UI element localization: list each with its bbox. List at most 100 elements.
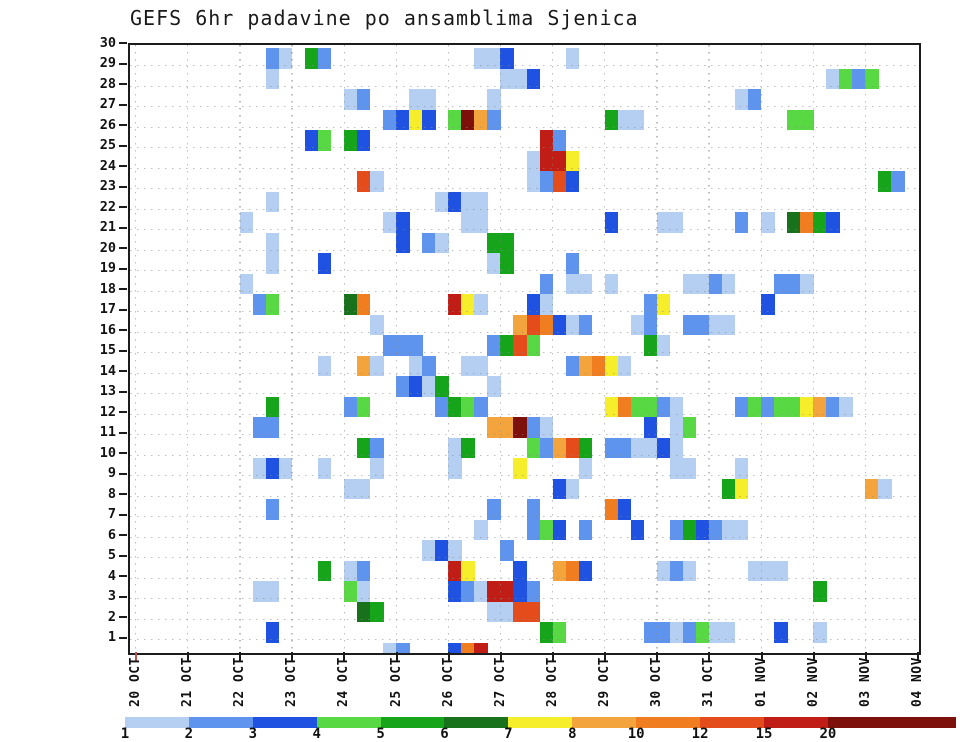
heatmap-cell [474, 191, 488, 212]
heatmap-cell [239, 273, 254, 294]
heatmap-cell [682, 560, 697, 581]
heatmap-cell [344, 478, 358, 499]
heatmap-cell [617, 355, 632, 376]
heatmap-cell [630, 314, 645, 335]
heatmap-cell [422, 89, 436, 110]
colorbar-label: 20 [819, 726, 837, 742]
heatmap-cell [513, 581, 527, 602]
heatmap-cell [474, 48, 488, 69]
heatmap-cell [422, 376, 436, 397]
heatmap-cell [461, 355, 475, 376]
y-axis-tick [119, 554, 127, 557]
y-axis-tick [119, 165, 127, 167]
heatmap-cell [604, 437, 619, 458]
colorbar-label: 5 [376, 726, 385, 742]
heatmap-cell [761, 396, 775, 417]
heatmap-cell [474, 396, 488, 417]
heatmap-cell [448, 109, 462, 130]
heatmap-cell [878, 478, 892, 499]
y-axis-tick [119, 226, 127, 229]
heatmap-cell [409, 376, 423, 397]
heatmap-cell [578, 560, 593, 581]
heatmap-cell [526, 314, 540, 335]
y-axis-member-label: 18 [99, 280, 116, 297]
colorbar-label: 3 [248, 726, 258, 742]
vertical-gridline [864, 45, 867, 653]
heatmap-cell [578, 437, 593, 458]
heatmap-cell [800, 396, 814, 417]
x-axis-date-label: 04 NOV [909, 657, 925, 707]
heatmap-cell [669, 560, 684, 581]
heatmap-cell [357, 355, 371, 376]
heatmap-cell [357, 294, 371, 315]
y-axis-tick [119, 411, 127, 413]
horizontal-gridline [130, 393, 919, 395]
heatmap-cell [800, 273, 814, 294]
heatmap-cell [370, 171, 384, 192]
heatmap-cell [813, 396, 827, 417]
heatmap-cell [682, 519, 697, 540]
heatmap-cell [461, 191, 475, 212]
heatmap-cell [317, 355, 332, 376]
heatmap-cell [552, 130, 566, 151]
heatmap-cell [500, 48, 514, 69]
colorbar-segment [572, 717, 637, 728]
heatmap-cell [552, 622, 566, 643]
heatmap-cell [422, 540, 436, 561]
heatmap-cell [383, 109, 397, 130]
horizontal-gridline [130, 618, 919, 620]
heatmap-cell [604, 109, 619, 130]
heatmap-cell [265, 458, 280, 479]
heatmap-cell [278, 458, 293, 479]
heatmap-cell [383, 335, 397, 356]
colorbar-segment [380, 717, 445, 728]
heatmap-cell [552, 560, 566, 581]
heatmap-cell [422, 232, 436, 253]
y-axis-tick [119, 513, 127, 516]
colorbar-label: 6 [440, 726, 449, 742]
heatmap-cell [787, 109, 801, 130]
heatmap-cell [448, 581, 462, 602]
heatmap-cell [617, 437, 632, 458]
heatmap-cell [396, 376, 410, 397]
heatmap-cell [500, 601, 514, 622]
y-axis-tick [119, 144, 127, 147]
colorbar-segment [763, 717, 828, 728]
heatmap-cell [344, 581, 358, 602]
heatmap-cell [435, 191, 449, 212]
heatmap-cell [826, 212, 840, 233]
y-axis-member-label: 3 [107, 588, 116, 604]
colorbar-label: 1 [120, 726, 130, 742]
heatmap-cell [370, 601, 384, 622]
heatmap-cell [604, 355, 619, 376]
y-axis-tick [119, 83, 127, 85]
heatmap-cell [565, 273, 580, 294]
horizontal-gridline [130, 516, 919, 518]
heatmap-cell [448, 560, 462, 581]
heatmap-cell [552, 519, 566, 540]
heatmap-cell [487, 253, 501, 274]
heatmap-cell [630, 396, 645, 417]
heatmap-cell [695, 314, 710, 335]
x-axis-tick [447, 652, 450, 661]
heatmap-cell [448, 437, 462, 458]
heatmap-cell [643, 417, 658, 438]
heatmap-cell [643, 294, 658, 315]
heatmap-cell [317, 458, 332, 479]
x-axis-date-label: 03 NOV [857, 657, 873, 707]
heatmap-cell [539, 273, 553, 294]
heatmap-cell [682, 417, 697, 438]
heatmap-cell [774, 560, 788, 581]
heatmap-cell [891, 171, 905, 192]
y-axis-member-label: 6 [107, 526, 116, 543]
y-axis-member-label: 24 [99, 157, 116, 174]
heatmap-cell [669, 417, 684, 438]
y-axis-tick [119, 308, 127, 311]
colorbar-segment [188, 717, 253, 728]
x-axis-tick [551, 652, 554, 661]
heatmap-cell [357, 171, 371, 192]
colorbar-label: 2 [184, 726, 194, 742]
y-axis-tick [119, 247, 127, 249]
x-axis-date-label: 28 OCT [544, 657, 560, 707]
heatmap-cell [526, 68, 540, 89]
